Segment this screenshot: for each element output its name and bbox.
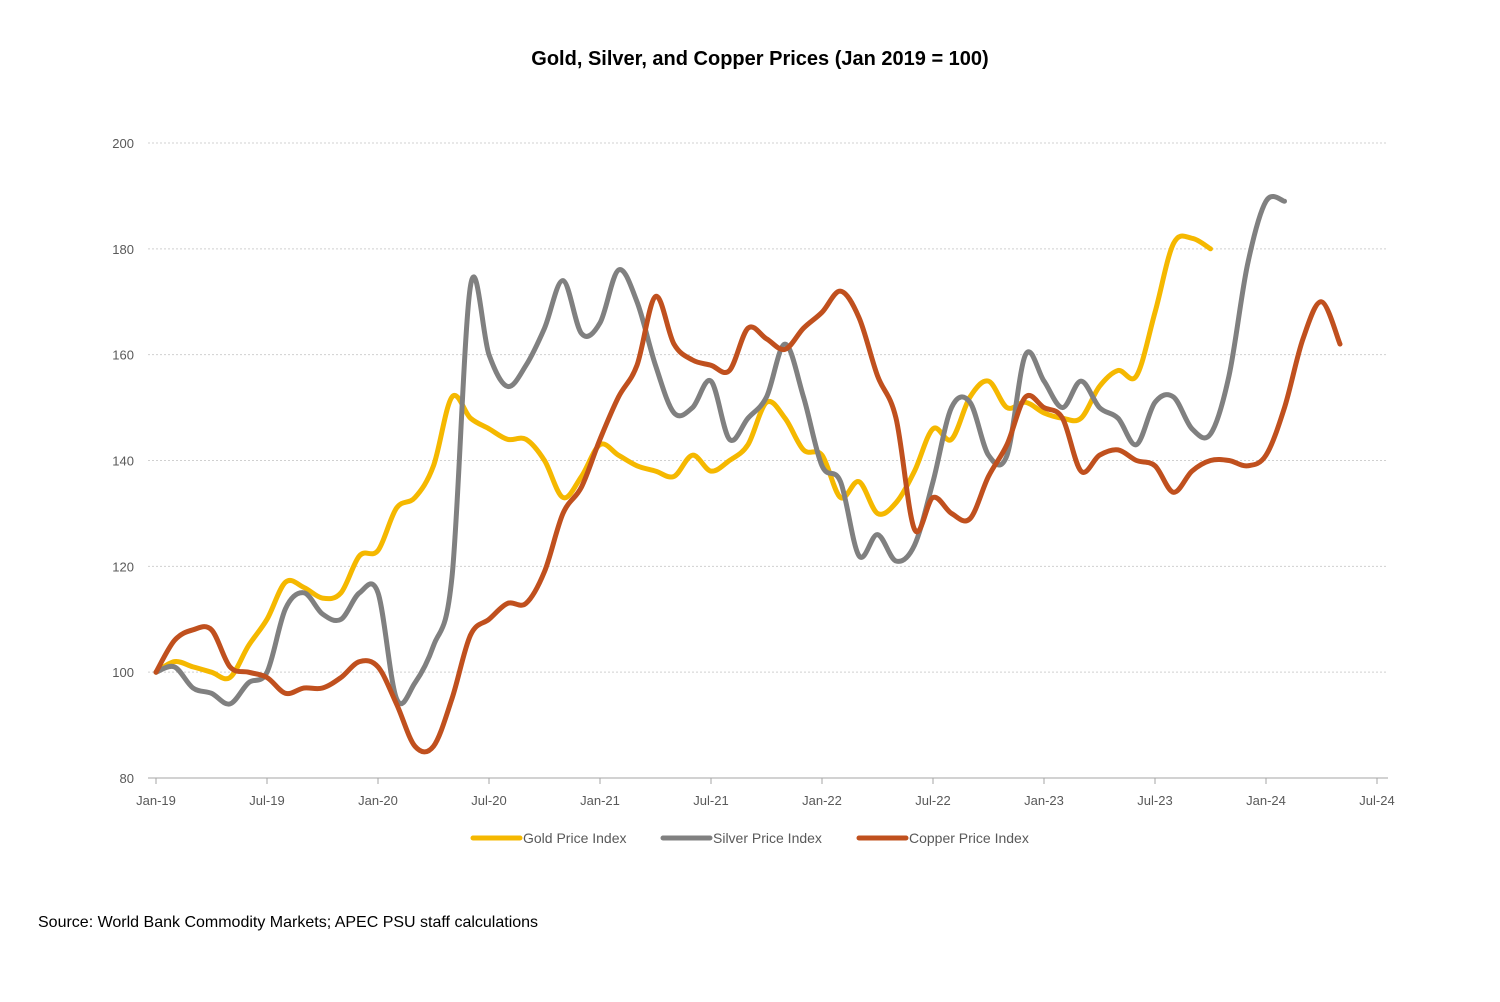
legend-label: Gold Price Index [523,830,627,846]
y-tick-label: 180 [112,242,134,257]
series-line-gold-price-index [153,233,1213,682]
x-tick-label: Jan-21 [580,793,620,808]
y-tick-label: 120 [112,559,134,574]
x-tick-label: Jul-22 [915,793,950,808]
x-tick-label: Jul-19 [249,793,284,808]
series-line-silver-price-index [153,194,1287,707]
x-tick-label: Jan-23 [1024,793,1064,808]
legend-label: Silver Price Index [713,830,822,846]
x-tick-label: Jan-24 [1246,793,1286,808]
series-line-copper-price-index [153,288,1343,755]
gridlines [148,142,1388,673]
source-note: Source: World Bank Commodity Markets; AP… [38,914,539,931]
x-tick-label: Jan-22 [802,793,842,808]
y-tick-label: 200 [112,136,134,151]
y-tick-label: 140 [112,454,134,469]
y-tick-label: 160 [112,348,134,363]
x-tick-label: Jul-23 [1137,793,1172,808]
series-lines [153,194,1343,755]
x-tick-label: Jul-20 [471,793,506,808]
legend-label: Copper Price Index [909,830,1029,846]
x-tick-label: Jan-19 [136,793,176,808]
x-tick-label: Jul-21 [693,793,728,808]
x-tick-label: Jan-20 [358,793,398,808]
x-tick-label: Jul-24 [1359,793,1394,808]
legend: Gold Price Index Silver Price Index Copper… [470,830,1029,846]
y-tick-label: 100 [112,665,134,680]
axes: 80 100 120 140 160 180 200 Jan-19 Jul-19 Jan-20 Ju… [112,136,1394,808]
chart-title: Gold, Silver, and Copper Prices (Jan 201… [531,48,989,70]
y-tick-label: 80 [120,771,134,786]
